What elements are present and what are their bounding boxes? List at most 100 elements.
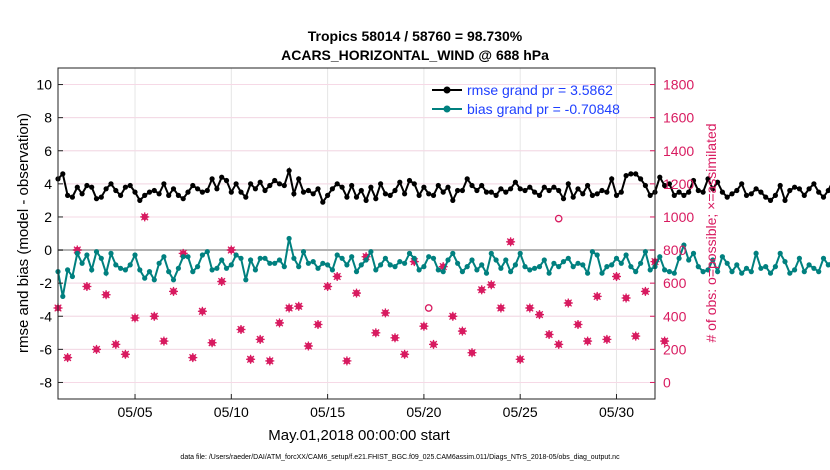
bias-point — [426, 254, 432, 260]
rmse-point — [402, 191, 408, 197]
obs-assimilated-point — [284, 303, 294, 313]
rmse-point — [79, 191, 85, 197]
rmse-point — [570, 194, 576, 200]
obs-assimilated-point — [371, 328, 381, 338]
bias-point — [560, 259, 567, 265]
rmse-point — [291, 191, 297, 197]
rmse-point — [633, 171, 639, 177]
bias-point — [392, 264, 398, 270]
obs-assimilated-stroke — [458, 327, 467, 335]
bias-point — [517, 250, 523, 256]
rmse-point — [411, 181, 417, 187]
rmse-point — [214, 186, 220, 192]
obs-assimilated-point — [197, 306, 207, 316]
obs-assimilated-stroke — [140, 213, 149, 221]
obs-assimilated-point — [303, 341, 313, 351]
bias-point — [787, 270, 793, 276]
bias-point — [199, 252, 205, 258]
right-tick-label: 1800 — [663, 77, 694, 93]
legend-bias-marker — [443, 105, 451, 113]
rmse-point — [93, 196, 100, 202]
rmse-point — [252, 186, 258, 192]
bias-point — [633, 269, 639, 275]
rmse-point — [127, 182, 133, 189]
rmse-point — [320, 199, 326, 205]
bias-point — [325, 262, 331, 268]
rmse-point — [233, 181, 239, 187]
rmse-point — [551, 184, 557, 190]
obs-assimilated-point — [188, 353, 198, 363]
obs-assimilated-stroke — [150, 312, 159, 321]
obs-assimilated-point — [149, 311, 159, 321]
right-tick-label: 0 — [663, 374, 671, 390]
rmse-point — [488, 189, 494, 195]
bias-point — [219, 257, 225, 263]
bias-point — [479, 262, 485, 268]
obs-assimilated-point — [457, 326, 467, 336]
rmse-point — [397, 179, 403, 185]
obs-assimilated-stroke — [526, 304, 534, 312]
rmse-point — [666, 181, 673, 187]
rmse-point — [575, 186, 581, 192]
rmse-point — [344, 194, 350, 200]
obs-assimilated-point — [255, 334, 265, 344]
obs-assimilated-stroke — [622, 294, 630, 302]
obs-assimilated-point — [63, 353, 73, 363]
rmse-point — [820, 194, 827, 200]
bias-point — [406, 250, 413, 256]
rmse-point — [739, 181, 745, 187]
obs-assimilated-point — [207, 338, 217, 348]
obs-possible-point — [554, 214, 563, 223]
right-axis-label: # of obs: o=possible; ×=assimilated — [703, 123, 719, 342]
bias-point — [450, 250, 456, 256]
rmse-point — [743, 192, 750, 198]
obs-assimilated-stroke — [391, 334, 399, 342]
bias-point — [281, 264, 287, 270]
bias-point — [137, 267, 143, 273]
rmse-point — [503, 189, 509, 195]
rmse-point — [199, 189, 205, 195]
x-axis-label: May.01,2018 00:00:00 start — [268, 427, 450, 444]
rmse-point — [175, 192, 181, 198]
rmse-point — [445, 184, 451, 190]
rmse-point — [363, 197, 369, 203]
bias-point — [378, 262, 384, 268]
rmse-point — [556, 187, 562, 194]
bias-point — [267, 260, 273, 266]
bias-point — [556, 264, 562, 270]
rmse-point — [767, 197, 774, 203]
bias-point — [763, 264, 769, 270]
rmse-point — [695, 187, 701, 194]
obs-assimilated-stroke — [545, 330, 553, 339]
obs-assimilated-point — [563, 298, 573, 308]
bias-point — [74, 250, 80, 256]
obs-assimilated-point — [82, 282, 92, 291]
rmse-point — [753, 186, 759, 192]
rmse-point — [628, 171, 634, 177]
obs-assimilated-stroke — [217, 277, 226, 286]
bias-point — [142, 275, 148, 281]
x-tick-label: 05/30 — [599, 404, 634, 420]
bias-point — [642, 249, 649, 255]
rmse-point — [676, 189, 682, 195]
bias-point — [276, 257, 283, 263]
bias-point — [623, 252, 629, 258]
rmse-point — [734, 187, 740, 194]
bias-point — [122, 267, 128, 273]
obs-assimilated-point — [631, 331, 641, 341]
bias-point — [195, 264, 201, 270]
legend-rmse-marker — [443, 86, 451, 94]
bias-point — [108, 250, 114, 256]
obs-possible-series — [424, 214, 563, 312]
rmse-point — [358, 187, 364, 194]
bias-point — [613, 255, 620, 261]
bias-point — [705, 267, 711, 273]
obs-assimilated-point — [265, 356, 275, 366]
right-tick-label: 800 — [663, 242, 687, 258]
rmse-point — [580, 191, 586, 197]
rmse-point — [195, 186, 201, 192]
left-tick-label: 10 — [36, 77, 52, 93]
obs-assimilated-point — [640, 286, 650, 296]
bias-point — [353, 269, 360, 275]
